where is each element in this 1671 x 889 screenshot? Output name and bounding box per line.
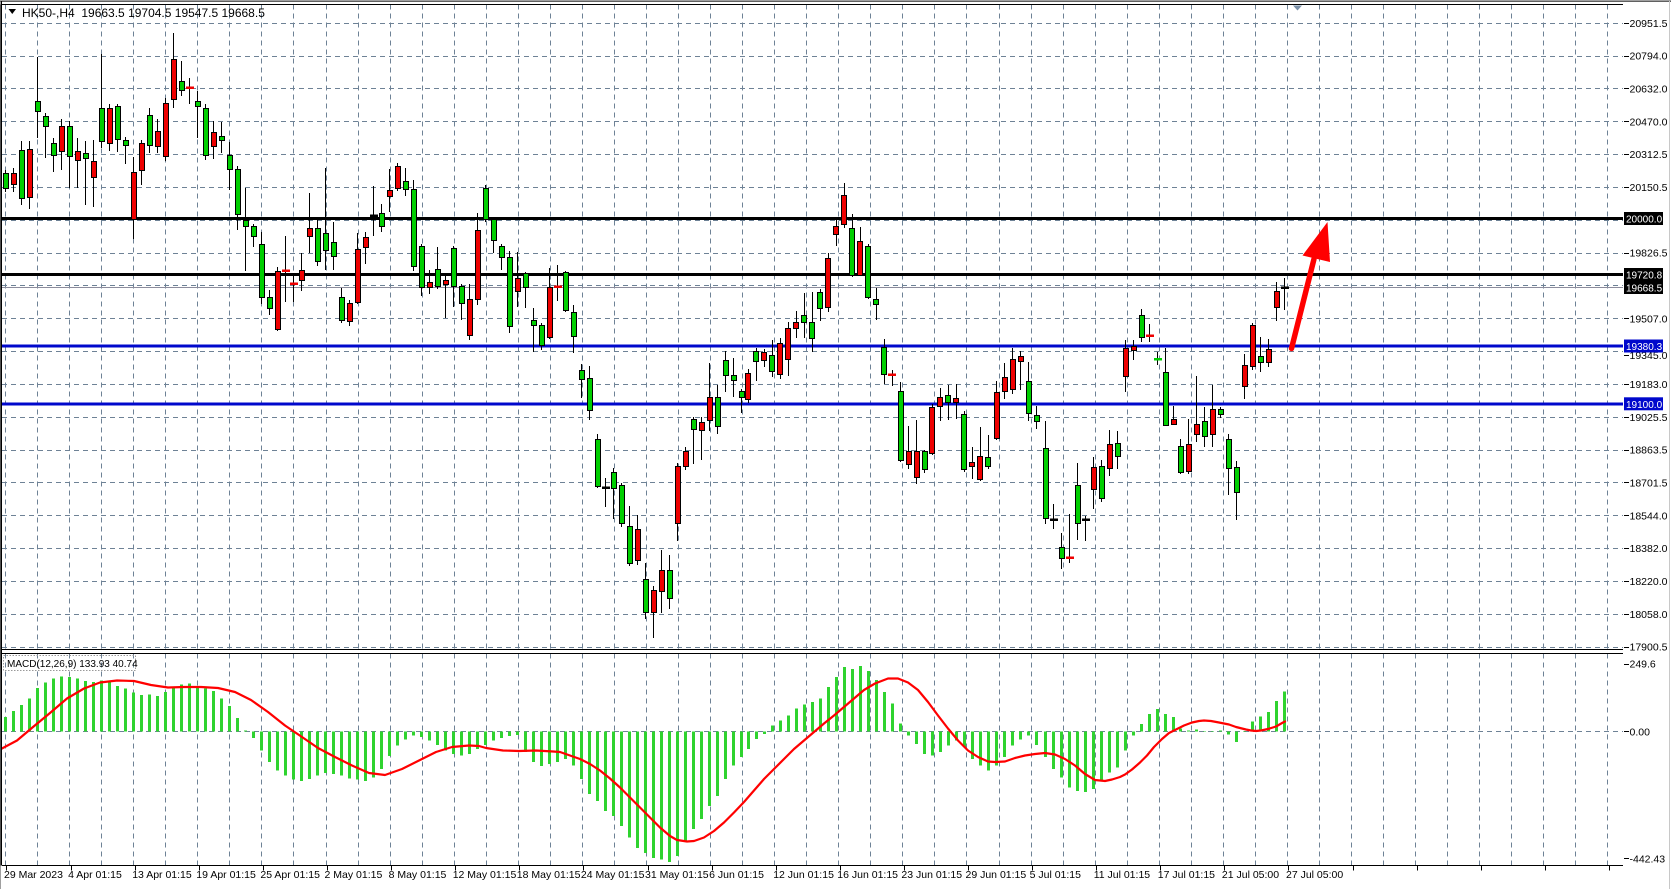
svg-text:18220.0: 18220.0: [1630, 576, 1668, 588]
svg-text:21 Jul 05:00: 21 Jul 05:00: [1222, 869, 1279, 881]
svg-text:18 May 01:15: 18 May 01:15: [517, 869, 581, 881]
svg-text:18058.0: 18058.0: [1630, 609, 1668, 621]
svg-text:19826.5: 19826.5: [1630, 248, 1668, 260]
svg-text:20000.0: 20000.0: [1626, 215, 1663, 226]
svg-text:25 Apr 01:15: 25 Apr 01:15: [260, 869, 320, 881]
svg-text:20470.0: 20470.0: [1630, 116, 1668, 128]
svg-text:19345.0: 19345.0: [1630, 350, 1668, 362]
svg-text:MACD(12,26,9) 133.93 40.74: MACD(12,26,9) 133.93 40.74: [7, 659, 138, 670]
svg-text:-442.43: -442.43: [1630, 853, 1666, 865]
svg-text:18544.0: 18544.0: [1630, 510, 1668, 522]
svg-text:6 Jun 01:15: 6 Jun 01:15: [709, 869, 764, 881]
svg-text:24 May 01:15: 24 May 01:15: [581, 869, 645, 881]
svg-text:18701.5: 18701.5: [1630, 478, 1668, 490]
svg-text:16 Jun 01:15: 16 Jun 01:15: [837, 869, 898, 881]
svg-text:249.6: 249.6: [1630, 659, 1656, 671]
svg-text:5 Jul 01:15: 5 Jul 01:15: [1030, 869, 1082, 881]
svg-text:13 Apr 01:15: 13 Apr 01:15: [132, 869, 192, 881]
svg-text:20150.5: 20150.5: [1630, 182, 1668, 194]
svg-text:19100.0: 19100.0: [1626, 400, 1663, 411]
svg-text:19507.0: 19507.0: [1630, 313, 1668, 325]
svg-text:11 Jul 01:15: 11 Jul 01:15: [1094, 869, 1151, 881]
svg-text:0.00: 0.00: [1630, 726, 1651, 738]
svg-text:4 Apr 01:15: 4 Apr 01:15: [68, 869, 122, 881]
svg-text:20632.0: 20632.0: [1630, 84, 1668, 96]
svg-text:29 Mar 2023: 29 Mar 2023: [4, 869, 63, 881]
svg-text:19 Apr 01:15: 19 Apr 01:15: [196, 869, 256, 881]
svg-text:19183.0: 19183.0: [1630, 379, 1668, 391]
svg-text:20312.5: 20312.5: [1630, 149, 1668, 161]
svg-text:19720.8: 19720.8: [1626, 271, 1663, 282]
svg-text:2 May 01:15: 2 May 01:15: [325, 869, 383, 881]
svg-text:20951.5: 20951.5: [1630, 18, 1668, 30]
svg-text:12 Jun 01:15: 12 Jun 01:15: [773, 869, 834, 881]
svg-text:27 Jul 05:00: 27 Jul 05:00: [1286, 869, 1343, 881]
svg-text:18863.5: 18863.5: [1630, 445, 1668, 457]
svg-text:HK50-,H4 19663.5 19704.5 1954: HK50-,H4 19663.5 19704.5 19547.5 19668.5: [22, 6, 265, 20]
svg-text:20794.0: 20794.0: [1630, 51, 1668, 63]
svg-text:12 May 01:15: 12 May 01:15: [453, 869, 517, 881]
svg-text:17900.5: 17900.5: [1630, 642, 1668, 654]
svg-text:29 Jun 01:15: 29 Jun 01:15: [966, 869, 1027, 881]
svg-text:18382.0: 18382.0: [1630, 543, 1668, 555]
svg-text:31 May 01:15: 31 May 01:15: [645, 869, 709, 881]
svg-text:19380.3: 19380.3: [1626, 342, 1663, 353]
svg-text:19025.5: 19025.5: [1630, 412, 1668, 424]
svg-text:8 May 01:15: 8 May 01:15: [389, 869, 447, 881]
svg-text:19668.5: 19668.5: [1626, 284, 1663, 295]
svg-text:17 Jul 01:15: 17 Jul 01:15: [1158, 869, 1215, 881]
svg-text:23 Jun 01:15: 23 Jun 01:15: [901, 869, 962, 881]
